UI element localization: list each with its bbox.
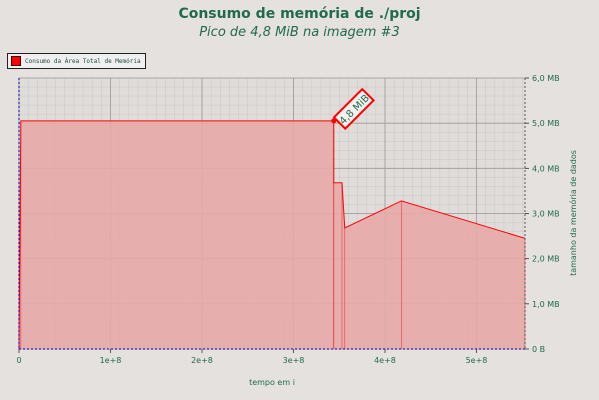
y-tick-label: 3,0 MB: [532, 210, 560, 219]
y-tick-label: 1,0 MB: [532, 300, 560, 309]
legend: Consumo da Área Total de Memória: [7, 53, 146, 69]
y-tick-label: 4,0 MB: [532, 164, 560, 173]
y-tick-label: 0 B: [532, 345, 545, 354]
peak-label-frame: [332, 87, 375, 131]
x-tick-label: 4e+8: [374, 356, 396, 365]
x-tick-label: 3e+8: [283, 356, 305, 365]
x-tick-label: 1e+8: [100, 356, 122, 365]
y-tick-label: 6,0 MB: [532, 74, 560, 83]
y-tick-label: 5,0 MB: [532, 119, 560, 128]
y-tick-label: 2,0 MB: [532, 255, 560, 264]
y-axis-title: tamanho da memória de dados: [568, 150, 578, 276]
x-axis-title: tempo em i: [249, 378, 295, 387]
legend-label: Consumo da Área Total de Memória: [25, 57, 141, 65]
legend-swatch: [11, 56, 21, 66]
series-area: [19, 120, 525, 350]
series-line: [18, 120, 526, 350]
x-tick-label: 5e+8: [466, 356, 488, 365]
x-tick-label: 0: [16, 356, 21, 365]
axes-layer: 0 B 1,0 MB 2,0 MB 3,0 MB 4,0 MB 5,0 MB 6,0 MB 0…: [16, 74, 559, 365]
x-tick-label: 2e+8: [191, 356, 213, 365]
chart-subtitle: Pico de 4,8 MiB na imagem #3: [199, 25, 400, 40]
chart-title: Consumo de memória de ./proj: [178, 6, 421, 22]
series-layer: [18, 120, 526, 350]
